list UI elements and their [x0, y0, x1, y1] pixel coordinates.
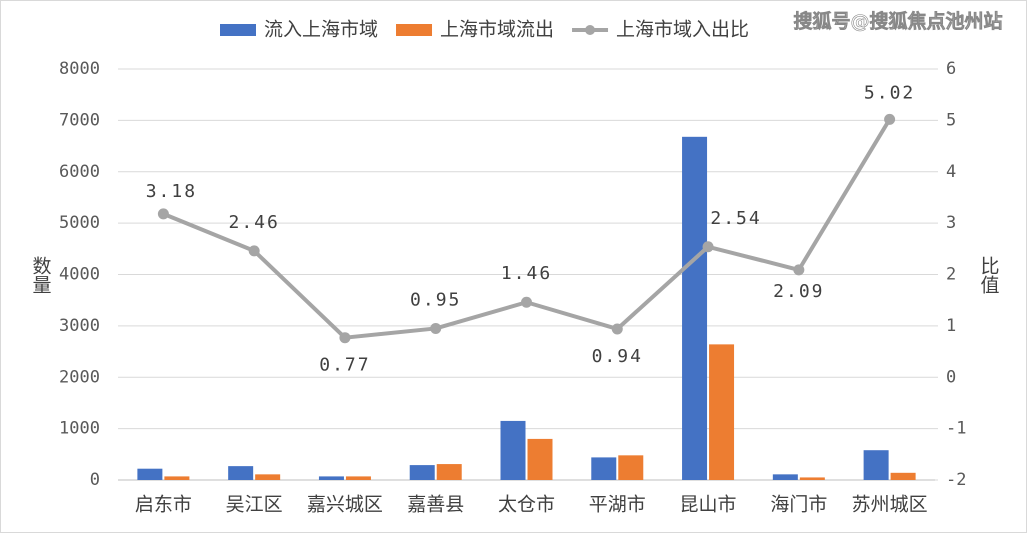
x-tick-label: 太仓市	[498, 494, 555, 516]
data-label: 5.02	[864, 82, 915, 103]
line-point	[248, 245, 260, 257]
y2-tick-label: 4	[946, 162, 956, 182]
x-tick-label: 吴江区	[226, 494, 283, 516]
bar	[318, 476, 344, 480]
data-label: 2.09	[773, 281, 824, 302]
y2-tick-label: 6	[946, 59, 956, 79]
line-point	[339, 332, 351, 344]
line-point	[611, 323, 623, 335]
legend-label: 流入上海市域	[264, 19, 378, 41]
bar	[436, 464, 462, 480]
x-tick-label: 平湖市	[589, 494, 646, 516]
x-tick-label: 嘉善县	[407, 494, 464, 516]
bar	[345, 476, 371, 480]
y-tick-label: 0	[90, 470, 100, 490]
bar	[228, 466, 254, 480]
y-tick-label: 3000	[59, 316, 100, 336]
line-point	[157, 208, 169, 220]
y-tick-label: 2000	[59, 367, 100, 387]
y2-tick-label: 2	[946, 265, 956, 285]
y-tick-label: 6000	[59, 162, 100, 182]
y-tick-label: 1000	[59, 419, 100, 439]
bar	[799, 477, 825, 480]
bar	[709, 344, 735, 480]
watermark: 搜狐号@搜狐焦点池州站	[793, 10, 1002, 33]
bar	[255, 474, 281, 480]
data-label: 3.18	[146, 181, 197, 202]
y-tick-label: 7000	[59, 110, 100, 130]
legend-swatch	[396, 24, 433, 36]
line-point	[702, 241, 714, 253]
legend-swatch	[220, 24, 256, 36]
data-label: 1.46	[501, 263, 552, 284]
y2-tick-label: -2	[946, 470, 966, 490]
y-tick-label: 8000	[59, 59, 100, 79]
y-tick-label: 4000	[59, 265, 100, 285]
bar	[591, 457, 617, 480]
y2-tick-label: 0	[946, 367, 956, 387]
bar	[527, 438, 553, 480]
y2-tick-label: 1	[946, 316, 956, 336]
data-label: 0.94	[592, 346, 643, 367]
bar	[890, 472, 916, 480]
bar	[772, 474, 798, 480]
x-tick-label: 昆山市	[680, 494, 737, 516]
bar	[618, 455, 644, 480]
data-label: 0.95	[410, 289, 461, 310]
x-tick-label: 海门市	[770, 494, 827, 516]
bar	[682, 136, 708, 480]
y2-tick-label: 5	[946, 110, 956, 130]
line-point	[430, 322, 442, 334]
bar	[863, 450, 889, 480]
data-label: 2.54	[710, 208, 761, 229]
bar	[500, 420, 526, 480]
y2-tick-label: 3	[946, 213, 956, 233]
line-point	[793, 264, 805, 276]
data-label: 0.77	[319, 355, 370, 376]
x-tick-label: 嘉兴城区	[307, 494, 383, 516]
y2-tick-label: -1	[946, 419, 966, 439]
data-label: 2.46	[228, 212, 279, 233]
y-tick-label: 5000	[59, 213, 100, 233]
x-tick-label: 苏州城区	[852, 494, 928, 516]
line-point	[884, 113, 896, 125]
bar	[137, 468, 163, 480]
line-point	[521, 296, 532, 308]
y2-axis-title: 比值	[978, 256, 1000, 294]
legend-swatch	[585, 25, 596, 35]
bar	[409, 465, 435, 480]
bar	[164, 476, 190, 480]
legend-label: 上海市域入出比	[616, 19, 749, 41]
legend-label: 上海市域流出	[440, 19, 554, 41]
x-tick-label: 启东市	[135, 494, 192, 516]
y-axis-title: 数量	[30, 256, 52, 294]
